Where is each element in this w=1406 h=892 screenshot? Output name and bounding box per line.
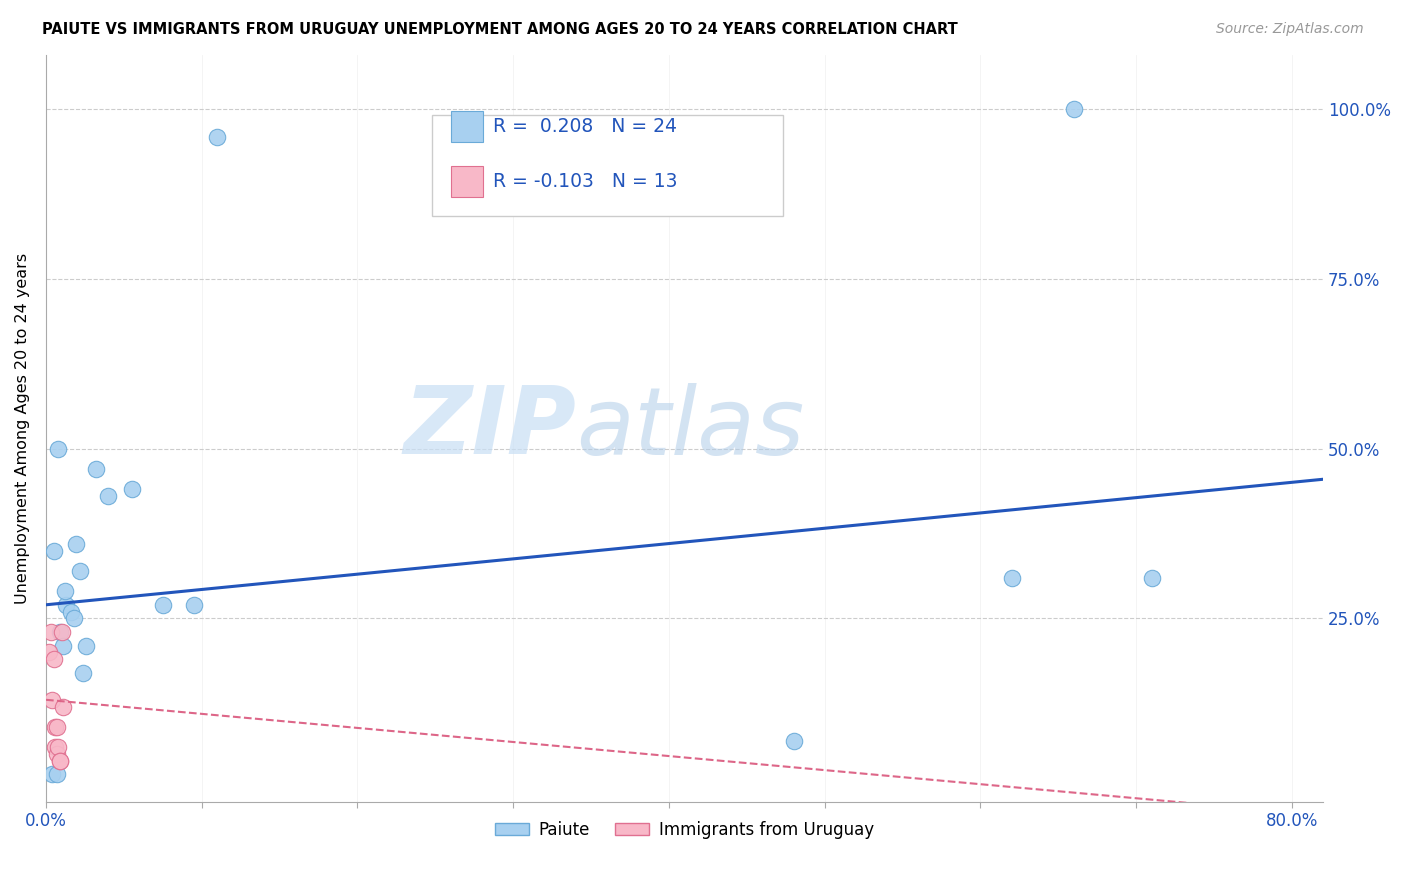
Point [48, 740, 70, 755]
Text: atlas: atlas [576, 383, 804, 474]
Point [97, 489, 120, 503]
Text: Source: ZipAtlas.com: Source: ZipAtlas.com [1216, 22, 1364, 37]
Point [44, 740, 66, 755]
Point [152, 598, 174, 612]
Point [52, 699, 75, 714]
Text: R = -0.103   N = 13: R = -0.103 N = 13 [494, 172, 678, 191]
Point [45, 767, 67, 781]
FancyBboxPatch shape [432, 115, 783, 216]
Point [44, 720, 66, 734]
Legend: Paiute, Immigrants from Uruguay: Paiute, Immigrants from Uruguay [489, 814, 880, 846]
Point [1140, 571, 1163, 585]
Point [59, 605, 82, 619]
Point [49, 624, 72, 639]
Point [53, 584, 76, 599]
Point [45, 720, 67, 734]
Point [45, 747, 67, 761]
Text: R =  0.208   N = 24: R = 0.208 N = 24 [494, 117, 676, 136]
Point [38, 645, 60, 659]
Point [1001, 571, 1024, 585]
Text: ZIP: ZIP [404, 383, 576, 475]
Point [65, 537, 87, 551]
FancyBboxPatch shape [451, 166, 482, 197]
Point [52, 639, 75, 653]
Text: PAIUTE VS IMMIGRANTS FROM URUGUAY UNEMPLOYMENT AMONG AGES 20 TO 24 YEARS CORRELA: PAIUTE VS IMMIGRANTS FROM URUGUAY UNEMPL… [42, 22, 957, 37]
Point [183, 598, 205, 612]
Point [42, 543, 65, 558]
Point [69, 564, 91, 578]
Point [48, 442, 70, 456]
Point [51, 624, 73, 639]
Point [121, 483, 143, 497]
Point [41, 693, 63, 707]
FancyBboxPatch shape [451, 112, 482, 143]
Y-axis label: Unemployment Among Ages 20 to 24 years: Unemployment Among Ages 20 to 24 years [15, 252, 30, 604]
Point [41, 767, 63, 781]
Point [63, 611, 86, 625]
Point [207, 129, 229, 144]
Point [75, 639, 97, 653]
Point [72, 665, 94, 680]
Point [42, 652, 65, 666]
Point [55, 598, 77, 612]
Point [84, 462, 107, 476]
Point [1063, 103, 1085, 117]
Point [39, 624, 62, 639]
Point [49, 754, 72, 768]
Point [782, 733, 804, 747]
Point [49, 754, 72, 768]
